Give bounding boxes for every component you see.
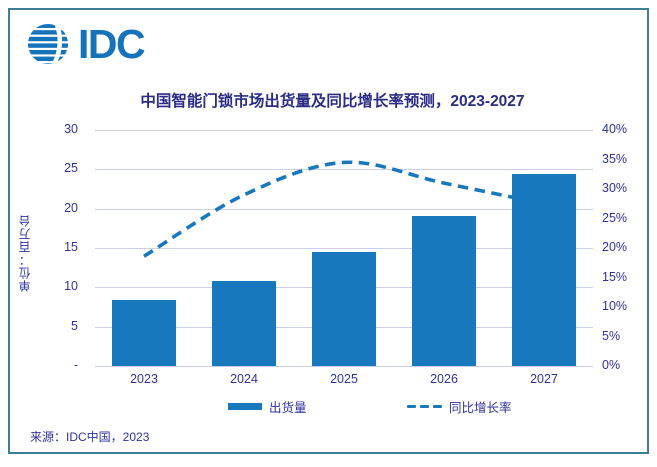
- idc-globe-icon: [28, 24, 68, 64]
- legend-shipments: 出货量: [228, 397, 307, 416]
- bar-2024: [212, 281, 276, 366]
- bar-2025: [312, 251, 376, 366]
- bar-2023: [112, 299, 176, 366]
- right-tick-label: 5%: [602, 328, 621, 343]
- x-axis-label-2024: 2024: [230, 372, 258, 386]
- right-tick-label: 40%: [602, 122, 628, 136]
- gridline: [95, 130, 593, 131]
- left-tick-label: 15: [64, 240, 78, 254]
- right-tick-label: 35%: [602, 151, 628, 166]
- growth-swatch: [407, 404, 442, 409]
- right-tick-label: 30%: [602, 181, 628, 195]
- idc-logo-text: IDC: [78, 21, 146, 67]
- left-tick-label: -: [73, 358, 78, 372]
- x-axis-label-2025: 2025: [330, 372, 358, 386]
- left-tick-label: 10: [64, 279, 78, 294]
- gridline: [95, 169, 593, 171]
- left-tick-label: 5: [71, 318, 78, 333]
- left-tick-label: 20: [64, 200, 78, 215]
- x-axis-label-2027: 2027: [530, 372, 558, 386]
- right-tick-label: 15%: [602, 269, 628, 284]
- x-axis-label-2023: 2023: [130, 372, 158, 386]
- idc-logo: IDC: [26, 21, 146, 67]
- source-text: 来源：IDC中国，2023: [30, 430, 150, 444]
- left-tick-label: 30: [64, 122, 78, 136]
- x-axis-label-2026: 2026: [430, 372, 458, 386]
- right-tick-label: 20%: [602, 240, 628, 254]
- growth-legend-label: 同比增长率: [449, 401, 512, 415]
- shipments-swatch: [228, 403, 262, 410]
- y-axis-title: 单位：百万台: [18, 214, 32, 292]
- chart-title: 中国智能门锁市场出货量及同比增长率预测，2023-2027: [140, 93, 525, 110]
- left-tick-label: 25: [64, 161, 78, 176]
- right-tick-label: 0%: [602, 358, 621, 372]
- bar-2027: [512, 174, 576, 366]
- bar-2026: [412, 215, 476, 366]
- right-tick-label: 25%: [602, 210, 628, 225]
- legend-growth: 同比增长率: [407, 397, 512, 416]
- right-tick-label: 10%: [602, 299, 628, 313]
- gridline: [95, 366, 593, 367]
- shipments-legend-label: 出货量: [269, 401, 307, 415]
